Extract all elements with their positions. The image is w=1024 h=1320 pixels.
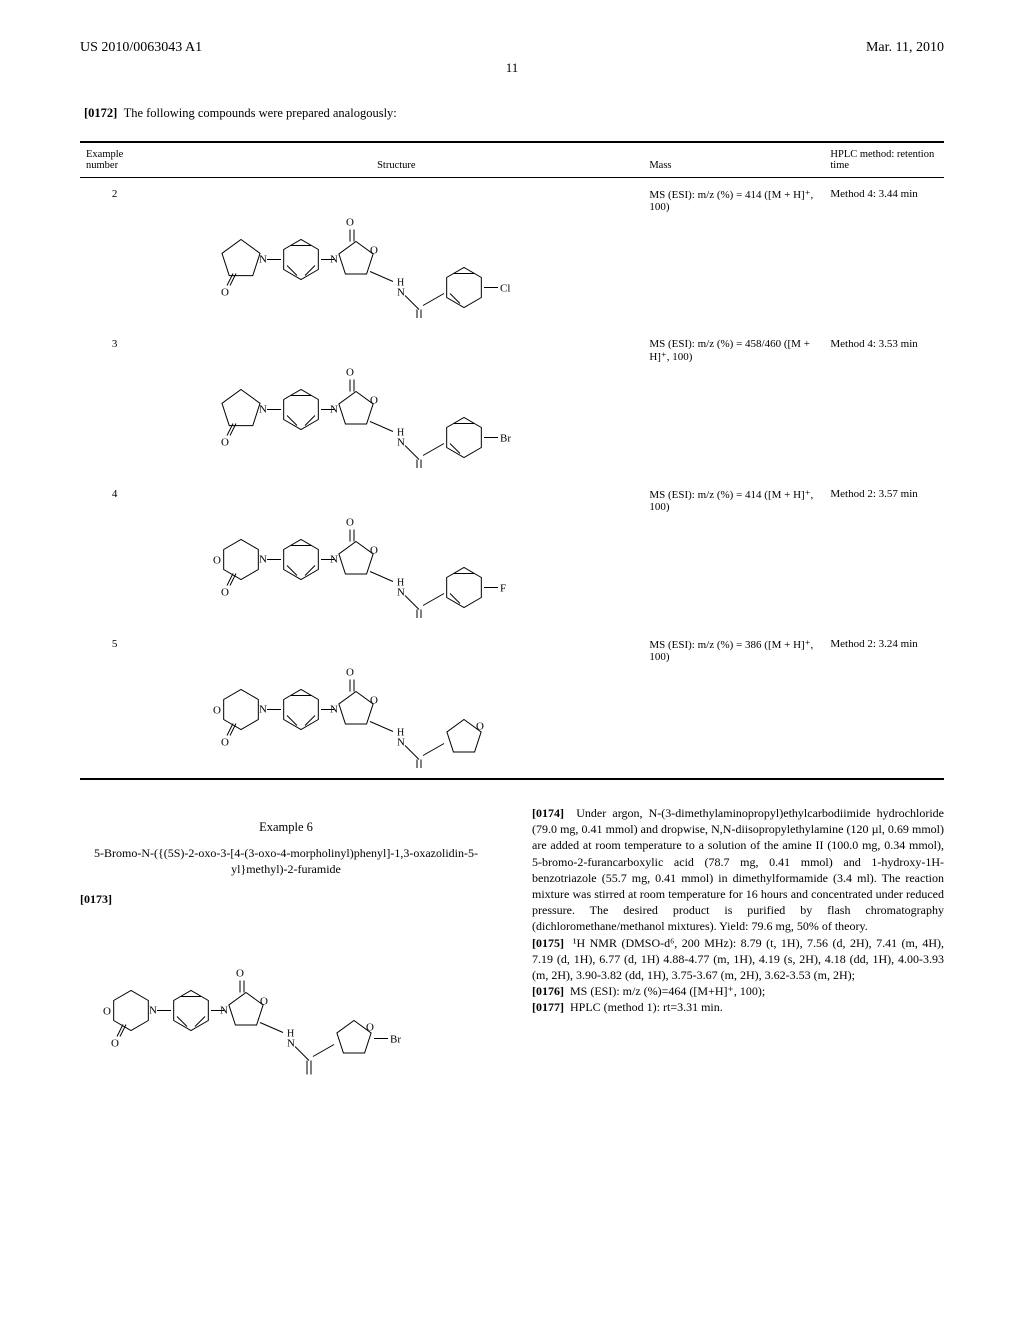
svg-text:N: N — [149, 1004, 157, 1016]
table-row: 4 ONONOOHNOF MS (ESI): m/z (%) = 414 ([M… — [80, 478, 944, 628]
page-number: 11 — [80, 60, 944, 76]
example-number: 4 — [112, 488, 118, 500]
svg-text:N: N — [259, 704, 267, 716]
publication-date: Mar. 11, 2010 — [866, 40, 944, 56]
svg-text:O: O — [213, 705, 221, 717]
svg-text:O: O — [346, 517, 354, 529]
para-number-0177: [0177] — [532, 1000, 564, 1014]
svg-text:O: O — [346, 217, 354, 229]
lead-text: The following compounds were prepared an… — [124, 106, 397, 120]
example6-structure: ONONOOHNOOBr — [80, 928, 492, 1078]
svg-text:F: F — [500, 583, 506, 595]
mass-text: MS (ESI): m/z (%) = 414 ([M + H]⁺, 100) — [649, 489, 813, 513]
col-hplc: HPLC method: retention time — [830, 149, 934, 171]
svg-text:N: N — [259, 554, 267, 566]
para-number-0174: [0174] — [532, 806, 564, 820]
svg-text:N: N — [259, 404, 267, 416]
svg-text:O: O — [221, 437, 229, 449]
structure-cell: NONOOHNOBr — [149, 328, 643, 478]
left-column: Example 6 5-Bromo-N-({(5S)-2-oxo-3-[4-(3… — [80, 805, 492, 1078]
publication-number: US 2010/0063043 A1 — [80, 40, 202, 56]
right-column: [0174] Under argon, N-(3-dimethylaminopr… — [532, 805, 944, 1078]
svg-text:O: O — [370, 695, 378, 707]
svg-text:O: O — [221, 737, 229, 749]
svg-text:Br: Br — [390, 1033, 401, 1045]
svg-text:O: O — [213, 555, 221, 567]
svg-text:O: O — [346, 667, 354, 679]
example-number: 5 — [112, 638, 118, 650]
svg-text:O: O — [370, 545, 378, 557]
para-number-0173: [0173] — [80, 892, 112, 906]
svg-text:O: O — [103, 1005, 111, 1017]
para-number-0175: [0175] — [532, 936, 564, 950]
lead-paragraph: [0172] The following compounds were prep… — [80, 106, 499, 121]
svg-text:O: O — [221, 287, 229, 299]
p174-text: Under argon, N-(3-dimethylaminopropyl)et… — [532, 806, 944, 933]
svg-text:N: N — [330, 554, 338, 566]
table-row: 3 NONOOHNOBr MS (ESI): m/z (%) = 458/460… — [80, 328, 944, 478]
structure-cell: ONONOOHNOO — [149, 628, 643, 778]
para-number-0172: [0172] — [84, 106, 117, 120]
example-number: 2 — [112, 188, 118, 200]
example6-heading: Example 6 — [80, 820, 492, 835]
table-row: 5 ONONOOHNOO MS (ESI): m/z (%) = 386 ([M… — [80, 628, 944, 778]
svg-text:Cl: Cl — [500, 283, 510, 295]
para-number-0176: [0176] — [532, 984, 564, 998]
svg-text:O: O — [370, 245, 378, 257]
svg-text:N: N — [287, 1037, 295, 1049]
mass-text: MS (ESI): m/z (%) = 414 ([M + H]⁺, 100) — [649, 189, 813, 213]
svg-text:O: O — [260, 995, 268, 1007]
svg-text:O: O — [304, 1077, 312, 1078]
svg-text:O: O — [346, 367, 354, 379]
table-rule-bottom — [80, 778, 944, 780]
table-header-row: Example number Structure Mass HPLC metho… — [80, 143, 944, 177]
col-example-number: Example number — [86, 149, 123, 171]
svg-text:N: N — [330, 404, 338, 416]
svg-text:N: N — [397, 437, 405, 449]
example-number: 3 — [112, 338, 118, 350]
svg-text:N: N — [330, 254, 338, 266]
compound-table: Example number Structure Mass HPLC metho… — [80, 143, 944, 778]
structure-cell: ONONOOHNOF — [149, 478, 643, 628]
example6-name: 5-Bromo-N-({(5S)-2-oxo-3-[4-(3-oxo-4-mor… — [90, 845, 482, 877]
p175-text: ¹H NMR (DMSO-d⁶, 200 MHz): 8.79 (t, 1H),… — [532, 936, 944, 982]
hplc-text: Method 2: 3.24 min — [830, 638, 917, 650]
page-header: US 2010/0063043 A1 Mar. 11, 2010 — [80, 40, 944, 56]
svg-text:N: N — [397, 587, 405, 599]
col-mass: Mass — [649, 160, 671, 171]
svg-text:N: N — [330, 704, 338, 716]
mass-text: MS (ESI): m/z (%) = 386 ([M + H]⁺, 100) — [649, 639, 813, 663]
lower-columns: Example 6 5-Bromo-N-({(5S)-2-oxo-3-[4-(3… — [80, 805, 944, 1078]
p177-text: HPLC (method 1): rt=3.31 min. — [570, 1000, 723, 1014]
svg-text:O: O — [221, 587, 229, 599]
structure-cell: NONOOHNOCl — [149, 178, 643, 328]
table-row: 2 NONOOHNOCl MS (ESI): m/z (%) = 414 ([M… — [80, 178, 944, 328]
col-structure: Structure — [377, 160, 416, 171]
svg-text:N: N — [259, 254, 267, 266]
hplc-text: Method 2: 3.57 min — [830, 488, 917, 500]
svg-text:N: N — [397, 287, 405, 299]
svg-text:N: N — [220, 1004, 228, 1016]
hplc-text: Method 4: 3.53 min — [830, 338, 917, 350]
hplc-text: Method 4: 3.44 min — [830, 188, 917, 200]
mass-text: MS (ESI): m/z (%) = 458/460 ([M + H]⁺, 1… — [649, 338, 810, 363]
p176-text: MS (ESI): m/z (%)=464 ([M+H]⁺, 100); — [570, 984, 765, 998]
svg-text:O: O — [111, 1037, 119, 1049]
svg-text:O: O — [476, 721, 484, 733]
svg-text:O: O — [370, 395, 378, 407]
svg-text:O: O — [236, 967, 244, 979]
svg-text:Br: Br — [500, 433, 511, 445]
svg-text:O: O — [366, 1021, 374, 1033]
svg-text:N: N — [397, 737, 405, 749]
